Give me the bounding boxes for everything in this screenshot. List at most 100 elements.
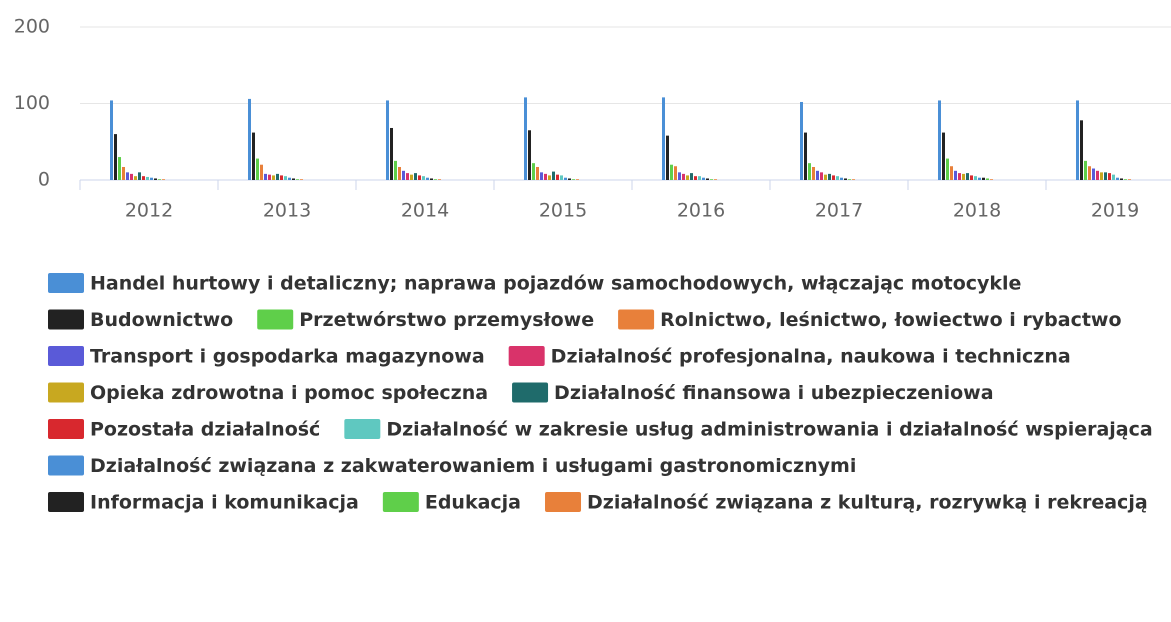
bar [950, 166, 953, 180]
bar [702, 177, 705, 180]
bar [402, 170, 405, 180]
x-tick-label: 2017 [815, 200, 863, 222]
bar [410, 174, 413, 180]
y-tick-label: 200 [14, 16, 50, 38]
legend-label: Działalność finansowa i ubezpieczeniowa [554, 382, 994, 404]
bar [576, 179, 579, 180]
legend-item: Informacja i komunikacja [48, 492, 359, 514]
bar [296, 179, 299, 180]
bar [292, 178, 295, 180]
bar [154, 178, 157, 180]
bar [276, 173, 279, 180]
bar [824, 174, 827, 180]
bar [414, 173, 417, 180]
bar [398, 166, 401, 180]
bar [560, 175, 563, 180]
bar [942, 132, 945, 180]
bar [1120, 178, 1123, 180]
bar [524, 97, 527, 180]
legend-label: Działalność profesjonalna, naukowa i tec… [551, 346, 1071, 368]
legend-swatch [618, 309, 655, 330]
bar [548, 175, 551, 180]
legend-label: Przetwórstwo przemysłowe [299, 309, 594, 331]
bar [962, 173, 965, 180]
bar [438, 179, 441, 180]
legend-label: Handel hurtowy i detaliczny; naprawa poj… [90, 273, 1021, 295]
legend-swatch [48, 382, 84, 403]
bar [564, 177, 567, 180]
bar [138, 172, 141, 180]
bar [1088, 166, 1091, 180]
legend-swatch [48, 455, 84, 476]
bar [678, 172, 681, 180]
bar [1092, 168, 1095, 180]
bar [1100, 172, 1103, 180]
bar [248, 98, 251, 180]
bar [150, 177, 153, 180]
legend-swatch [48, 492, 84, 512]
bar [1124, 179, 1127, 180]
legend-label: Transport i gospodarka magazynowa [90, 346, 485, 368]
bar [126, 172, 129, 180]
bar [118, 157, 121, 180]
bar [256, 158, 259, 180]
bar [832, 175, 835, 180]
bar [110, 100, 113, 180]
legend-item: Działalność finansowa i ubezpieczeniowa [512, 382, 994, 404]
legend-item: Działalność związana z kulturą, rozrywką… [545, 492, 1148, 514]
legend-swatch [508, 346, 545, 366]
bar [816, 170, 819, 180]
legend-item: Transport i gospodarka magazynowa [48, 346, 485, 368]
legend-swatch [344, 419, 381, 439]
bar [852, 179, 855, 180]
bar [804, 132, 807, 180]
legend-label: Działalność związana z kulturą, rozrywką… [587, 492, 1148, 514]
legend-label: Opieka zdrowotna i pomoc społeczna [90, 382, 488, 404]
bar [1116, 177, 1119, 180]
legend-item: Edukacja [382, 492, 521, 514]
legend-swatch [257, 309, 294, 330]
bar [836, 176, 839, 180]
bar [848, 179, 851, 180]
legend-item: Pozostała działalność [48, 419, 320, 441]
bar [142, 176, 145, 180]
bar [674, 166, 677, 180]
bar [386, 100, 389, 180]
bar [528, 130, 531, 180]
bar [1104, 172, 1107, 180]
legend-swatch [48, 346, 84, 366]
legend-item: Opieka zdrowotna i pomoc społeczna [48, 382, 488, 404]
legend-swatch [512, 382, 549, 403]
bar [568, 178, 571, 180]
bar [670, 164, 673, 180]
bar [938, 100, 941, 180]
bar [682, 173, 685, 180]
bar [954, 170, 957, 180]
legend-label: Pozostała działalność [90, 419, 320, 441]
legend-item: Działalność związana z zakwaterowaniem i… [48, 455, 856, 477]
bar [828, 173, 831, 180]
bar [970, 175, 973, 180]
bar [430, 178, 433, 180]
bar [990, 179, 993, 180]
bar [690, 173, 693, 180]
bar [394, 160, 397, 180]
bar [252, 132, 255, 180]
bar [540, 172, 543, 180]
bar [552, 171, 555, 180]
bar [418, 175, 421, 180]
x-tick-label: 2013 [263, 200, 311, 222]
bar [134, 176, 137, 180]
bar [808, 163, 811, 180]
bar [426, 177, 429, 180]
bar [162, 179, 165, 180]
legend-item: Handel hurtowy i detaliczny; naprawa poj… [48, 273, 1021, 295]
bar [844, 178, 847, 180]
legend-swatch [48, 273, 84, 293]
legend-swatch [382, 492, 419, 512]
bar [946, 158, 949, 180]
x-tick-label: 2012 [125, 200, 173, 222]
bar [812, 166, 815, 180]
bar [840, 177, 843, 180]
bar [978, 177, 981, 180]
